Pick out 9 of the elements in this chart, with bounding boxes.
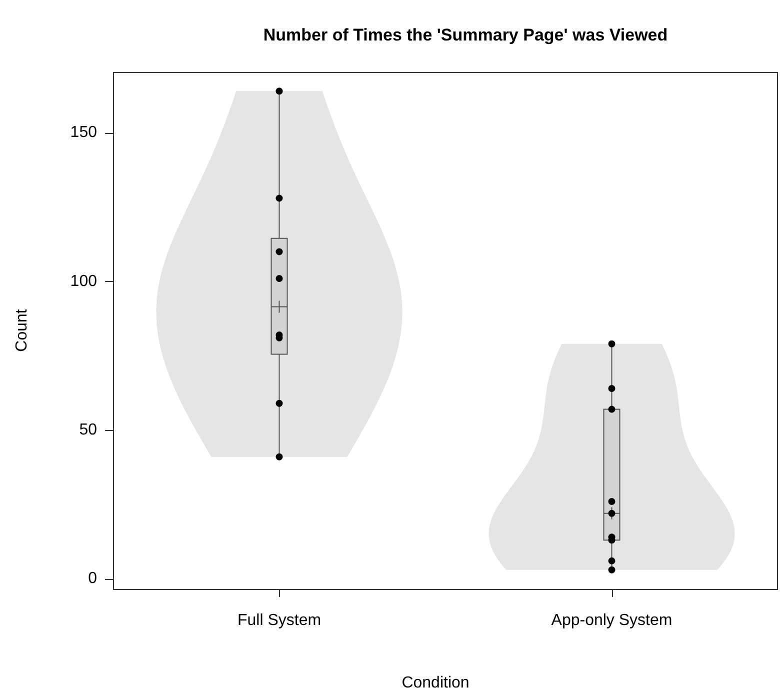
chart-title: Number of Times the 'Summary Page' was Viewed	[263, 26, 668, 45]
y-tick-label: 150	[70, 124, 98, 142]
y-tick-label: 50	[79, 422, 98, 439]
y-tick-label: 100	[70, 272, 98, 290]
x-tick-label: App-only System	[551, 612, 672, 630]
x-axis-title: Condition	[402, 674, 470, 692]
x-tick-label: Full System	[237, 612, 322, 630]
y-tick-label: 0	[88, 570, 98, 588]
y-axis-title: Count	[13, 308, 30, 352]
